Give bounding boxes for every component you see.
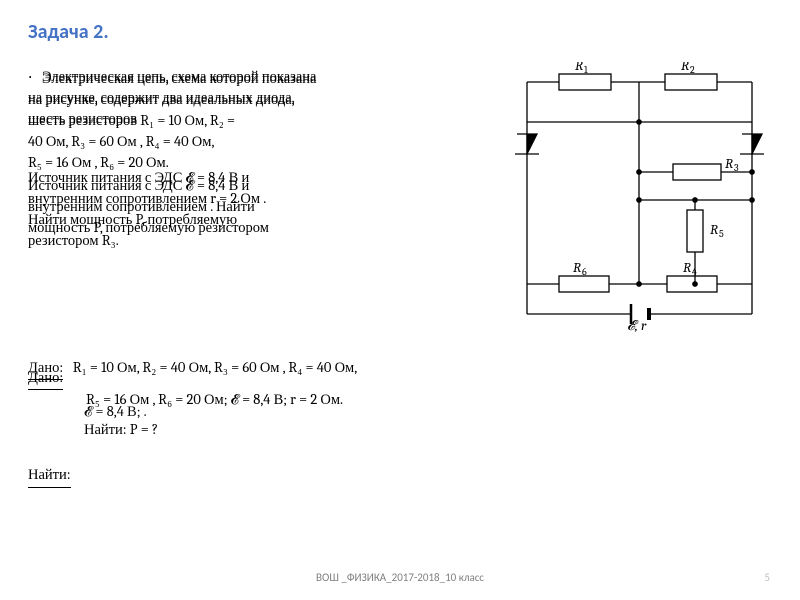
problem-text: Электрическая цепь, схема которой показа…: [28, 62, 495, 332]
label-r4: R: [683, 259, 691, 276]
footer-text: ВОШ _ФИЗИКА_2017-2018_10 класс: [0, 571, 800, 584]
page-number: 5: [764, 571, 770, 584]
text-layer-front: на рисунке, содержит два идеальных диода…: [28, 89, 495, 110]
svg-text:5: 5: [719, 228, 724, 240]
svg-text:2: 2: [690, 64, 695, 76]
circuit-diagram: R1 R2 R3 R5 R6 R4 𝓔, r: [507, 62, 772, 332]
dano-label-front: Дано:: [28, 366, 63, 390]
label-r2: R: [681, 62, 689, 74]
label-r6: R: [573, 259, 581, 276]
text-line: 40 Ом, R₃ = 60 Ом , R₄ = 40 Ом,: [28, 131, 495, 152]
svg-text:1: 1: [584, 64, 588, 76]
eq-overlap: 𝓔 = 8,4 В; .: [84, 400, 800, 423]
text-layer-front: Найти мощность P, потребляемую: [28, 209, 495, 230]
label-r3: R: [725, 155, 733, 172]
find-front-rest: P = ?: [130, 421, 158, 438]
svg-text:3: 3: [734, 162, 739, 174]
label-emf: 𝓔, r: [627, 317, 647, 332]
svg-text:6: 6: [582, 266, 587, 278]
text-layer-front: Электрическая цепь, схема которой показа…: [42, 68, 495, 89]
given-block: Дано: R₁ = 10 Ом, R₂ = 40 Ом, R₃ = 60 Ом…: [28, 360, 772, 488]
text-line: резистором R₃.: [28, 230, 495, 251]
problem-title: Задача 2.: [28, 20, 772, 44]
find-label: Найти:: [28, 463, 71, 487]
text-layer-front: Источник питания с ЭДС 𝓔 = 8,4 В и: [28, 167, 495, 188]
text-layer-front: внутренним сопротивлением r = 2 Ом .: [28, 188, 495, 209]
text-layer-front: шесть резисторов R₁ = 10 Ом, R₂ =: [28, 110, 495, 131]
svg-text:4: 4: [692, 266, 697, 278]
label-r5: R: [710, 221, 718, 238]
label-r1: R: [575, 62, 583, 74]
